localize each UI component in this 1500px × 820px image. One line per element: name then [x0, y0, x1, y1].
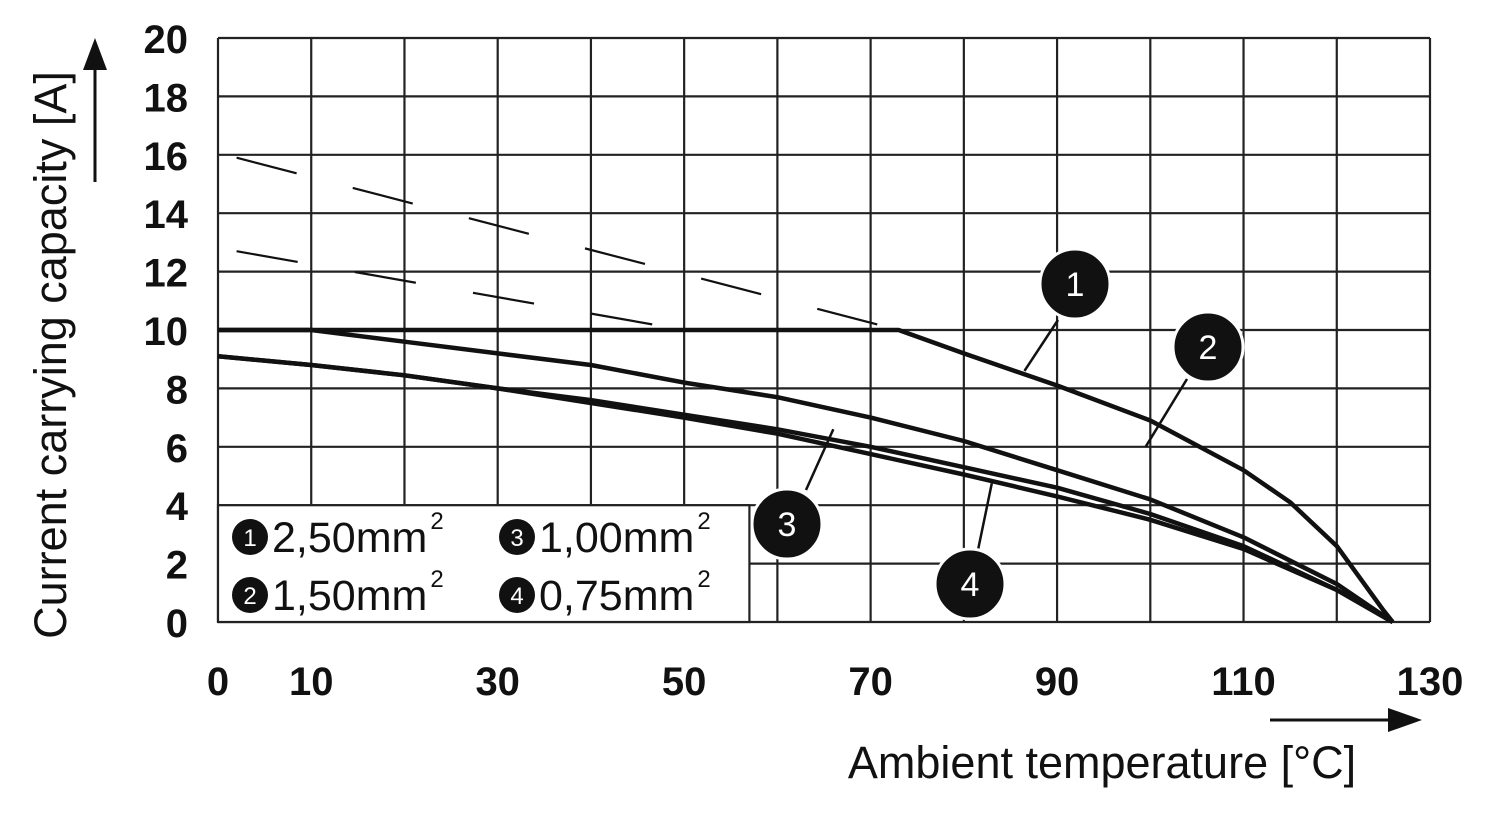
y-tick-label: 8 — [166, 368, 188, 412]
y-tick-label: 10 — [144, 310, 189, 354]
dashed-line — [236, 250, 685, 332]
callout-label: 3 — [778, 506, 797, 544]
callout-label: 4 — [961, 566, 980, 604]
x-tick-label: 50 — [662, 660, 707, 704]
y-tick-label: 6 — [166, 427, 188, 471]
legend-entry-superscript: 2 — [430, 508, 443, 535]
series-line-4 — [217, 354, 1394, 624]
legend-badge-label: 4 — [510, 583, 523, 610]
x-tick-label: 10 — [289, 660, 334, 704]
legend-badge-label: 3 — [510, 525, 523, 552]
legend-badge — [499, 577, 535, 613]
callout-leader — [804, 428, 835, 491]
legend-badge-label: 1 — [243, 525, 256, 552]
series-lines — [217, 156, 1395, 624]
x-tick-label: 0 — [207, 660, 229, 704]
x-tick-label: 70 — [848, 660, 893, 704]
dashed-line — [236, 156, 899, 332]
callout-label: 2 — [1199, 329, 1218, 367]
x-tick-label: 130 — [1397, 660, 1464, 704]
legend-entry-text: 2,50mm — [272, 514, 427, 562]
y-tick-label: 20 — [144, 18, 189, 62]
callout-leader — [1144, 378, 1189, 448]
legend-entry-superscript: 2 — [697, 566, 710, 593]
y-axis-arrow-head — [83, 38, 107, 70]
legend-badge — [232, 519, 268, 555]
callout-badge — [1171, 310, 1245, 384]
y-tick-label: 16 — [144, 135, 189, 179]
y-tick-label: 14 — [144, 193, 189, 237]
y-tick-label: 0 — [166, 602, 188, 646]
legend-badge — [499, 519, 535, 555]
callout-badge — [1038, 247, 1112, 321]
legend: 1 2,50mm 23 1,00mm 22 1,50mm 24 0,75mm 2 — [216, 504, 751, 624]
legend-entry-text: 1,50mm — [272, 572, 427, 620]
y-tick-label: 4 — [166, 485, 189, 529]
legend-entry-text: 0,75mm — [539, 572, 694, 620]
callout-leader — [976, 483, 994, 551]
y-tick-label: 18 — [144, 76, 189, 120]
grid — [216, 36, 1432, 624]
legend-entry-superscript: 2 — [430, 566, 443, 593]
legend-box — [216, 504, 751, 624]
callout-badge — [750, 487, 824, 561]
legend-entry-text: 1,00mm — [539, 514, 694, 562]
callout-badge — [933, 547, 1007, 621]
legend-entry-superscript: 2 — [697, 508, 710, 535]
x-tick-label: 30 — [475, 660, 520, 704]
series-line-2 — [218, 327, 1394, 624]
legend-badge — [232, 577, 268, 613]
y-tick-label: 12 — [144, 252, 189, 296]
y-tick-label: 2 — [166, 544, 188, 588]
y-axis-title: Current carrying capacity [A] — [25, 71, 76, 639]
callout-leader — [1023, 319, 1060, 372]
x-tick-label: 110 — [1211, 660, 1276, 704]
legend-badge-label: 2 — [243, 583, 256, 610]
callouts: 1 2 3 4 — [750, 247, 1245, 621]
x-axis-arrow-head — [1388, 708, 1422, 732]
callout-label: 1 — [1066, 266, 1085, 304]
x-tick-label: 90 — [1035, 660, 1080, 704]
series-line-1 — [218, 327, 1395, 624]
x-axis-title: Ambient temperature [°C] — [848, 737, 1356, 788]
